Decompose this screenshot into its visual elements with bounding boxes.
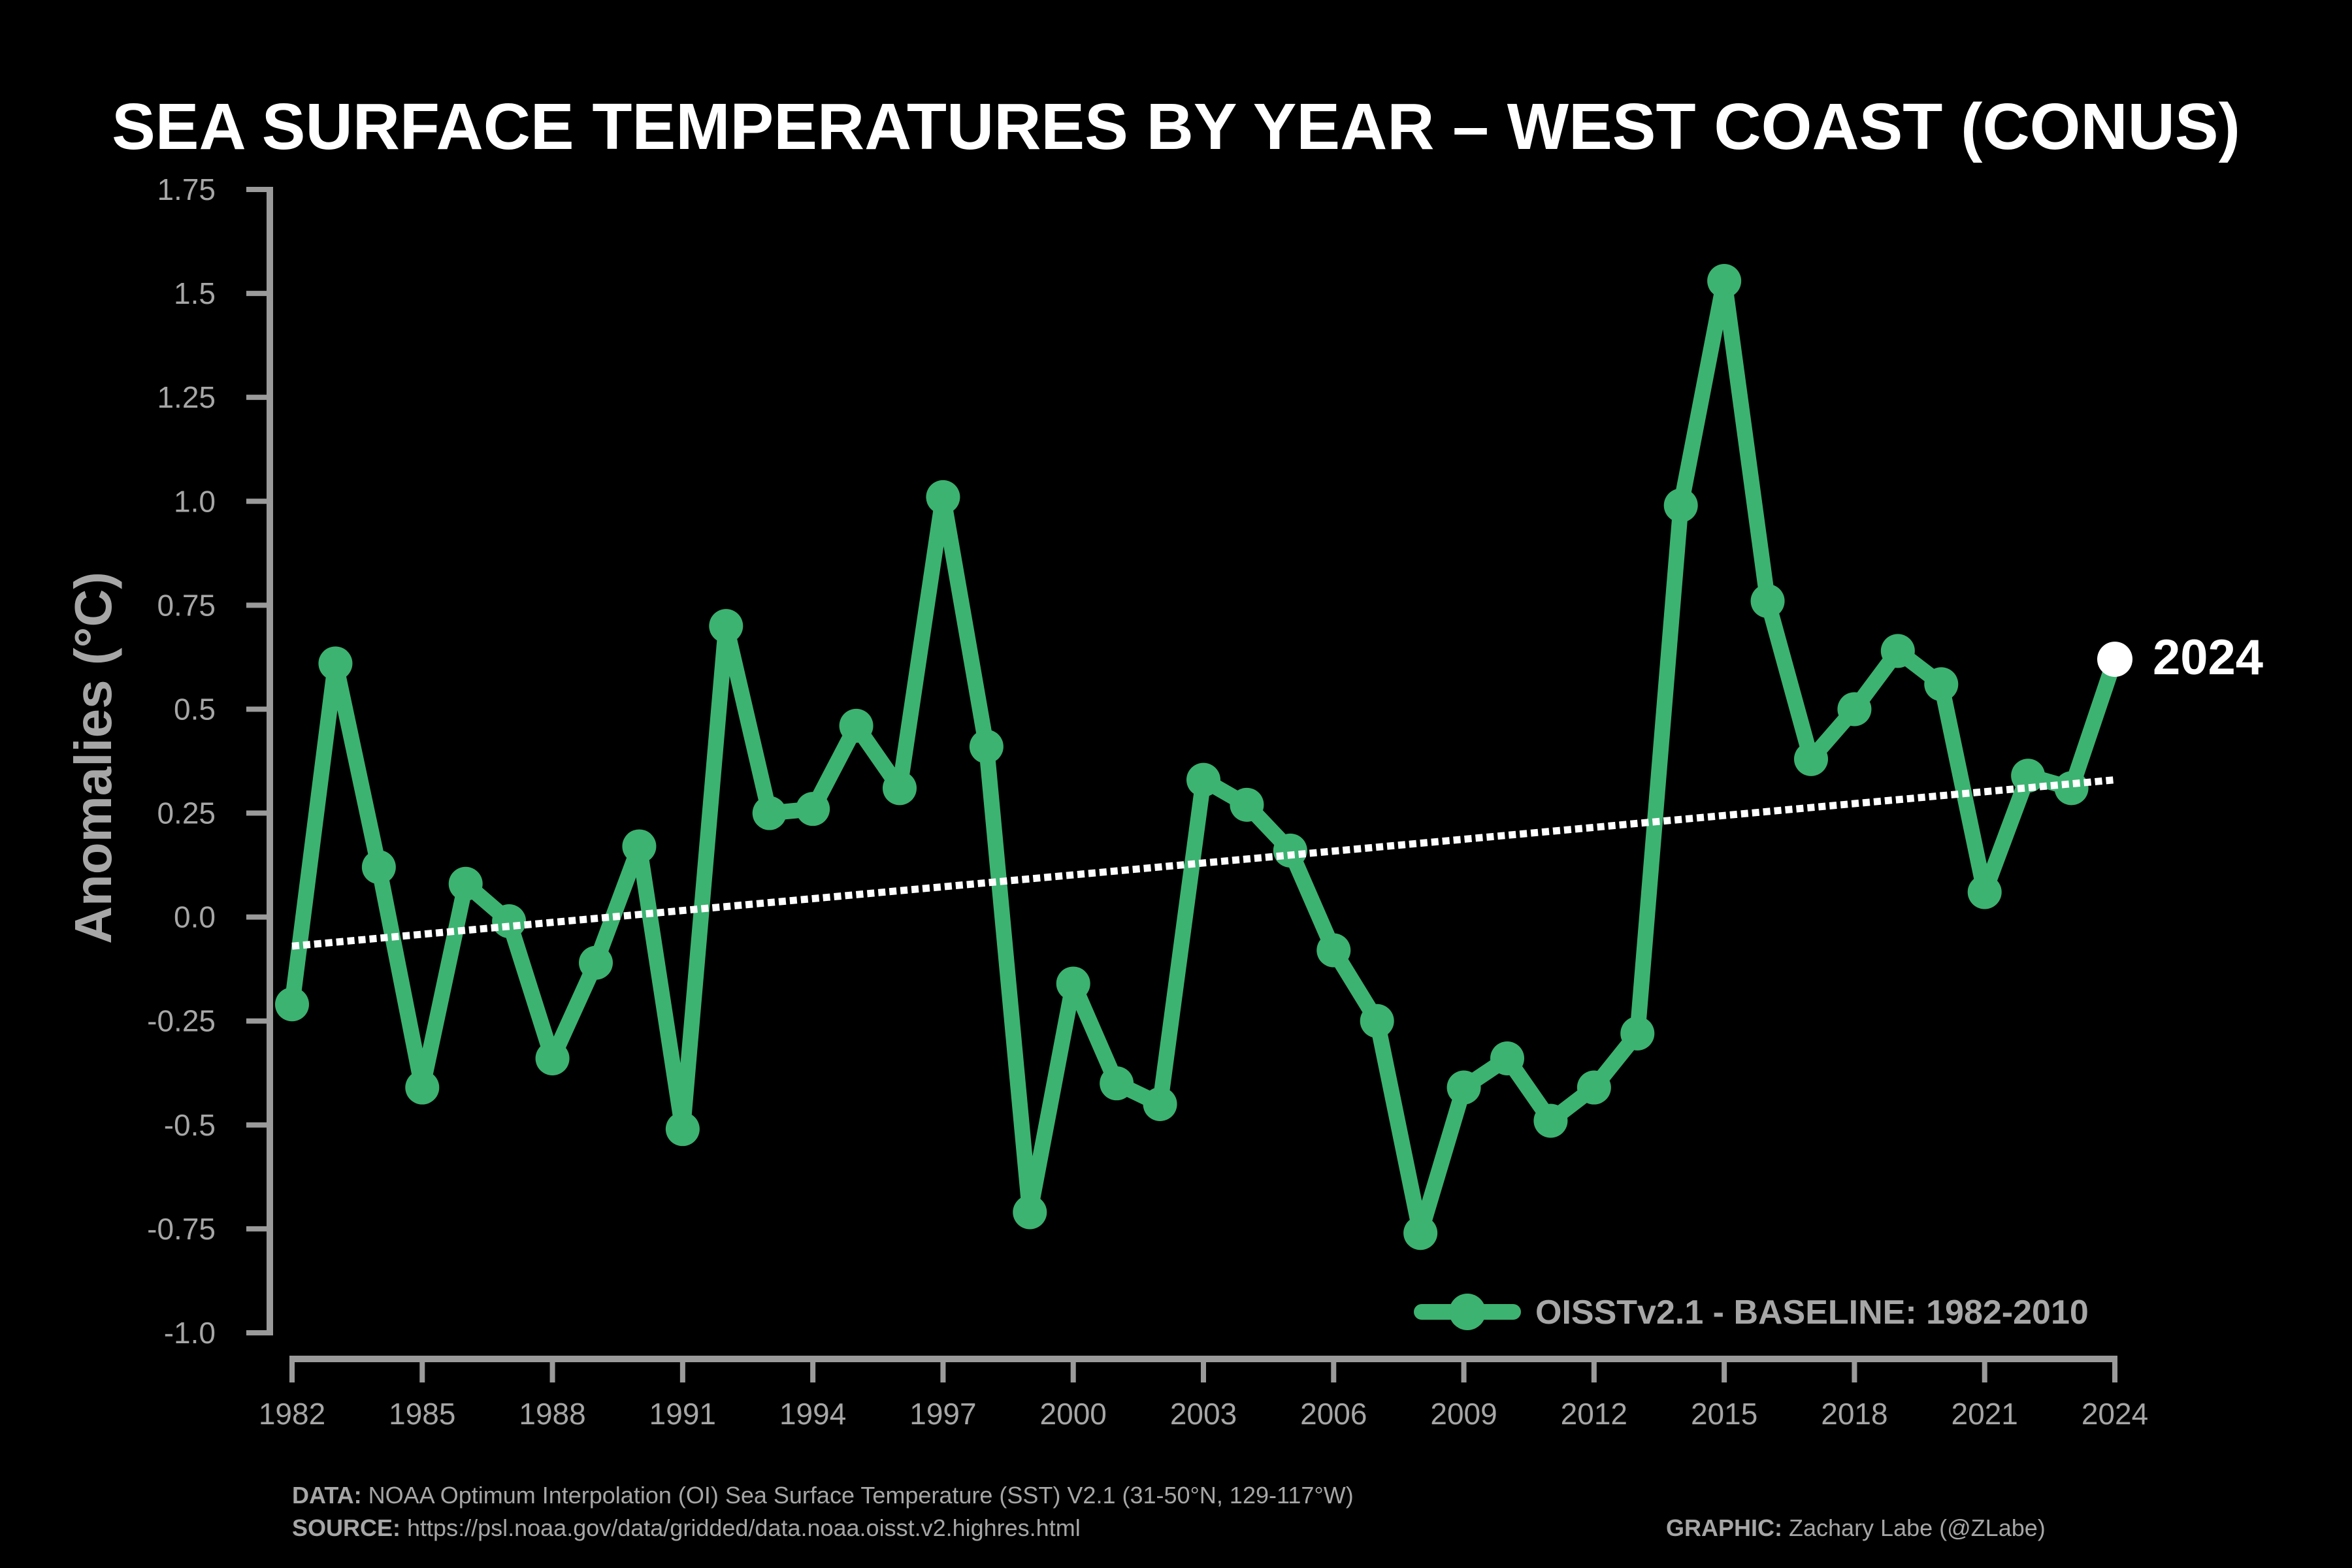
x-tick-label: 2000	[1040, 1397, 1107, 1431]
x-tick-label: 1982	[259, 1397, 325, 1431]
highlight-layer: 2024	[2097, 630, 2263, 685]
data-point	[926, 480, 960, 514]
x-tick-label: 2012	[1561, 1397, 1627, 1431]
data-point	[752, 796, 787, 830]
data-point	[883, 771, 917, 806]
y-tick-label: 0.0	[174, 900, 216, 934]
legend-label: OISSTv2.1 - BASELINE: 1982-2010	[1535, 1294, 2089, 1331]
footer-graphic-line: GRAPHIC: Zachary Labe (@ZLabe)	[1666, 1514, 2046, 1542]
data-point	[1100, 1066, 1134, 1101]
data-point	[1360, 1004, 1394, 1038]
y-axis-label: Anomalies (°C)	[64, 572, 122, 944]
y-tick-label: -0.75	[147, 1212, 216, 1246]
y-tick-label: 1.25	[157, 380, 216, 414]
data-point	[361, 850, 396, 885]
footer-data-label: DATA:	[292, 1482, 362, 1509]
footer-graphic-label: GRAPHIC:	[1666, 1514, 1782, 1541]
data-point	[665, 1112, 700, 1147]
y-tick-label: 0.25	[157, 796, 216, 830]
data-point	[318, 646, 353, 681]
y-tick-label: -1.0	[164, 1316, 216, 1350]
x-tick-label: 1985	[389, 1397, 455, 1431]
data-point	[1750, 584, 1785, 618]
data-point	[1576, 1070, 1611, 1105]
x-tick-label: 2003	[1170, 1397, 1237, 1431]
data-point	[535, 1041, 570, 1075]
footer-source-link[interactable]: https://psl.noaa.gov/data/gridded/data.n…	[407, 1514, 1081, 1541]
highlight-point	[2097, 642, 2132, 678]
data-point	[969, 729, 1004, 764]
data-point	[1837, 692, 1872, 727]
data-point	[1403, 1216, 1438, 1250]
series-line	[284, 273, 2123, 1241]
legend: OISSTv2.1 - BASELINE: 1982-2010	[1414, 1294, 2089, 1331]
data-point	[1013, 1195, 1047, 1230]
y-tick-label: 1.75	[157, 172, 216, 206]
data-point	[709, 609, 743, 644]
x-tick-label: 2018	[1821, 1397, 1887, 1431]
x-tick-label: 1988	[519, 1397, 585, 1431]
data-point	[622, 829, 657, 864]
data-point	[579, 945, 613, 980]
y-axis: -1.0 -0.75 -0.5 -0.25 0.0 0.25 0.5 0.75 1.0 1.25 1…	[147, 172, 273, 1350]
trend-layer	[291, 776, 2115, 950]
x-tick-label: 1991	[649, 1397, 716, 1431]
data-point	[1230, 787, 1264, 822]
data-point	[1490, 1041, 1524, 1075]
data-point	[1794, 742, 1828, 776]
y-tick-label: 1.0	[174, 484, 216, 518]
footer-source-line: SOURCE: https://psl.noaa.gov/data/gridde…	[292, 1514, 1081, 1542]
data-point	[1533, 1103, 1568, 1138]
x-tick-label: 1994	[779, 1397, 846, 1431]
highlight-label: 2024	[2153, 630, 2263, 685]
legend-marker-icon	[1449, 1294, 1486, 1330]
footer-source-label: SOURCE:	[292, 1514, 401, 1541]
data-point	[1924, 667, 1959, 702]
data-point	[1620, 1016, 1655, 1051]
y-tick-label: -0.25	[147, 1004, 216, 1038]
x-tick-label: 2009	[1430, 1397, 1497, 1431]
trend-line	[291, 776, 2115, 950]
data-point	[1316, 933, 1351, 968]
y-tick-label: 1.5	[174, 276, 216, 310]
x-tick-label: 2024	[2082, 1397, 2148, 1431]
series-layer	[275, 264, 2123, 1250]
x-tick-label: 1997	[909, 1397, 976, 1431]
chart-title: SEA SURFACE TEMPERATURES BY YEAR – WEST …	[112, 90, 2240, 163]
x-tick-label: 2015	[1691, 1397, 1757, 1431]
footer-data-line: DATA: NOAA Optimum Interpolation (OI) Se…	[292, 1482, 1354, 1509]
data-point	[1880, 634, 1915, 668]
data-point	[1056, 966, 1090, 1001]
data-point	[1707, 264, 1742, 298]
data-point	[1663, 488, 1698, 523]
x-tick-label: 2006	[1300, 1397, 1367, 1431]
footer-graphic-text: Zachary Labe (@ZLabe)	[1789, 1514, 2046, 1541]
data-point	[275, 987, 309, 1022]
y-tick-label: 0.5	[174, 692, 216, 726]
data-point	[1967, 875, 2002, 909]
data-point	[1446, 1070, 1481, 1105]
footer-data-text: NOAA Optimum Interpolation (OI) Sea Surf…	[368, 1482, 1354, 1509]
data-point	[1143, 1087, 1177, 1121]
data-point	[492, 904, 527, 938]
data-point	[1186, 762, 1220, 797]
data-point	[405, 1070, 440, 1105]
data-point	[796, 792, 830, 826]
y-tick-label: 0.75	[157, 588, 216, 622]
x-tick-label: 2021	[1952, 1397, 2018, 1431]
data-point	[2054, 771, 2089, 806]
data-point	[448, 866, 483, 901]
data-point	[2011, 759, 2046, 793]
y-tick-label: -0.5	[164, 1108, 216, 1142]
data-point	[839, 708, 874, 743]
x-axis: 1982 1985 1988 1991 1994 1997 2000 2003 2006 2009…	[259, 1356, 2148, 1431]
